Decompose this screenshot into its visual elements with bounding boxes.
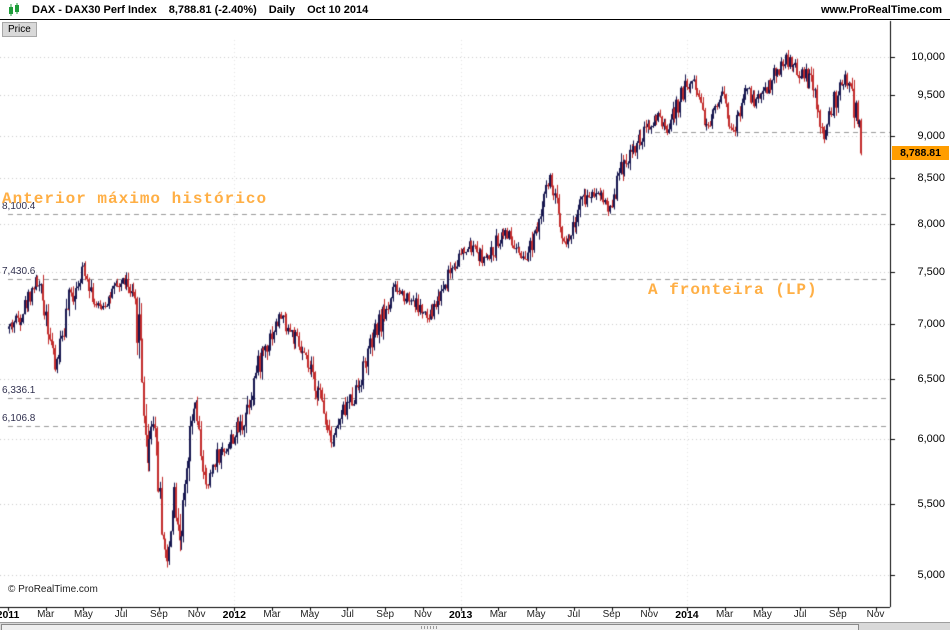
time-tick-label: Jul — [567, 609, 581, 620]
price-tick-label: 6,500 — [917, 372, 945, 385]
time-tick-label: Nov — [640, 609, 659, 620]
price-tick-label: 7,000 — [917, 317, 945, 330]
tab-price[interactable]: Price — [2, 22, 37, 37]
time-tick-label: Mar — [716, 609, 734, 620]
copyright-label: © ProRealTime.com — [8, 584, 98, 595]
price-tick-label: 7,500 — [917, 265, 945, 278]
time-tick-label: Sep — [602, 609, 621, 620]
time-tick-label: Mar — [37, 609, 55, 620]
horizontal-scrollbar[interactable] — [0, 622, 950, 630]
time-tick-label: 2013 — [448, 609, 473, 621]
price-tick-label: 9,000 — [917, 129, 945, 142]
header-bar: DAX - DAX30 Perf Index 8,788.81 (-2.40%)… — [0, 0, 950, 20]
time-tick-label: 2012 — [222, 609, 246, 621]
time-tick-label: Nov — [187, 609, 206, 620]
level-price-label: 6,336.1 — [2, 384, 36, 396]
price-tick-label: 5,000 — [917, 568, 945, 581]
price-tick-label: 9,500 — [917, 89, 945, 102]
time-tick-label: Sep — [376, 609, 395, 620]
time-tick-label: Mar — [489, 609, 507, 620]
instrument-name: DAX - DAX30 Perf Index — [32, 3, 157, 16]
timeframe-label: Daily — [268, 3, 296, 16]
time-tick-label: Nov — [414, 609, 432, 620]
time-tick-label: Jul — [114, 609, 128, 620]
time-tick-label: May — [73, 609, 93, 620]
time-tick-label: May — [300, 609, 320, 620]
time-tick-label: 2011 — [0, 609, 20, 621]
time-tick-label: Sep — [149, 609, 168, 620]
time-tick-label: Mar — [263, 609, 281, 620]
time-tick-label: Jul — [793, 609, 807, 620]
time-tick-label: May — [752, 609, 772, 620]
price-tick-label: 8,000 — [917, 217, 945, 230]
time-tick-label: May — [526, 609, 546, 620]
price-tick-label: 5,500 — [917, 497, 945, 510]
price-tick-label: 10,000 — [911, 50, 945, 63]
price-tick-label: 6,000 — [917, 432, 945, 445]
chart-text-annotation[interactable]: Anterior máximo histórico — [2, 190, 268, 208]
scrollbar-grip — [421, 626, 439, 629]
last-price-badge: 8,788.81 — [892, 146, 949, 161]
scrollbar-thumb[interactable] — [1, 624, 859, 630]
time-tick-label: Nov — [866, 609, 885, 620]
price-tick-label: 8,500 — [917, 172, 945, 185]
time-tick-label: 2014 — [675, 609, 699, 621]
chart-text-annotation[interactable]: A fronteira (LP) — [648, 281, 818, 299]
time-tick-label: Jul — [341, 609, 354, 620]
prorealtime-logo-icon — [9, 2, 19, 16]
level-price-label: 8,100.4 — [2, 201, 36, 213]
level-price-label: 6,106.8 — [2, 412, 36, 424]
last-quote: 8,788.81 (-2.40%) — [168, 3, 257, 16]
quote-date: Oct 10 2014 — [307, 3, 369, 16]
website-link[interactable]: www.ProRealTime.com — [820, 3, 942, 16]
level-price-label: 7,430.6 — [2, 265, 36, 277]
time-tick-label: Sep — [828, 609, 847, 620]
